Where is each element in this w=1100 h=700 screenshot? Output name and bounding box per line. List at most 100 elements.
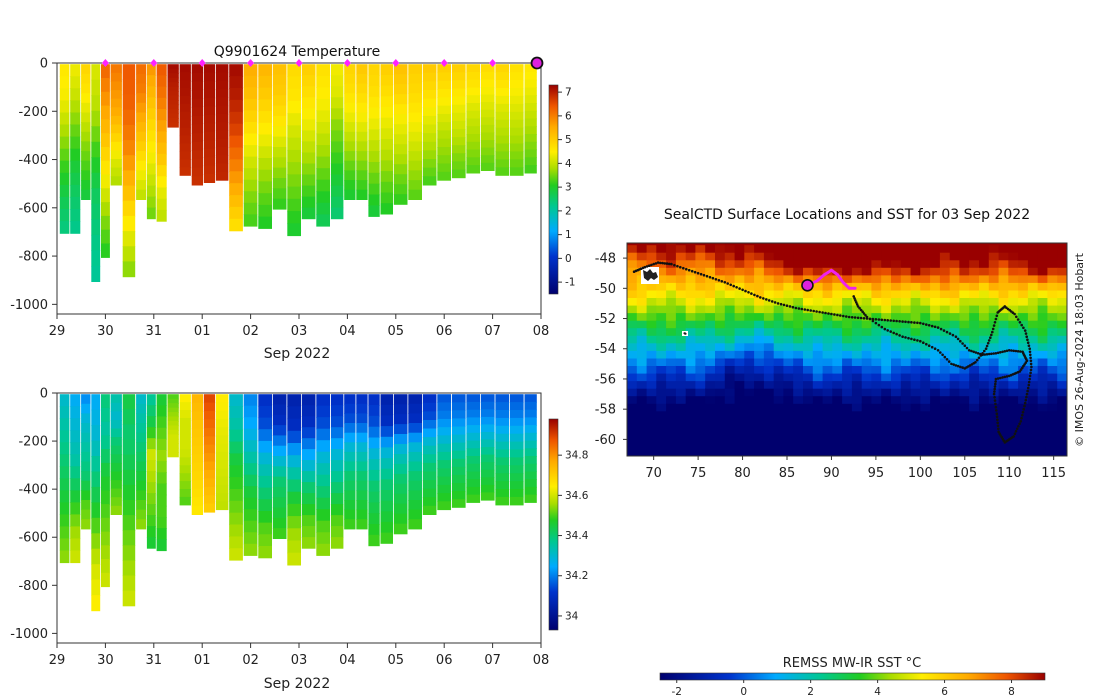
section-cell — [451, 458, 466, 468]
sst-cell — [881, 320, 892, 329]
sst-cell — [861, 440, 873, 450]
y-tick-label: -600 — [18, 201, 48, 216]
section-cell — [179, 159, 191, 168]
track-point — [656, 261, 660, 264]
sst-cell — [891, 372, 902, 382]
sst-cell — [939, 267, 951, 276]
section-cell — [368, 129, 380, 141]
section-cell — [70, 550, 81, 564]
section-cell — [451, 161, 466, 171]
section-cell — [437, 427, 451, 436]
section-cell — [91, 141, 101, 158]
sst-cell — [803, 297, 814, 306]
sst-cell — [949, 312, 961, 321]
section-cell — [91, 440, 101, 457]
section-cell — [136, 480, 147, 491]
sst-cell — [822, 350, 833, 359]
sst-cell — [685, 433, 697, 442]
sst-cell — [1008, 243, 1019, 246]
sst-cell — [832, 357, 843, 366]
sst-cell — [773, 327, 785, 336]
section-cell — [393, 424, 408, 435]
sst-cell — [891, 342, 902, 351]
sst-cell — [695, 380, 706, 389]
sst-cell — [910, 320, 921, 329]
section-cell — [91, 110, 101, 127]
sst-cell — [832, 448, 843, 456]
section-cell — [70, 490, 81, 503]
section-cell — [91, 79, 101, 96]
sst-cell — [734, 252, 745, 261]
track-point — [880, 325, 884, 329]
section-cell — [480, 102, 495, 111]
track-point — [673, 263, 676, 267]
sst-cell — [803, 425, 814, 434]
sst-cell — [754, 418, 765, 427]
section-cell — [272, 414, 287, 426]
sst-cell — [1008, 282, 1019, 291]
sst-cell — [1047, 372, 1058, 382]
track-point — [670, 262, 673, 266]
section-cell — [393, 523, 408, 535]
section-cell — [356, 480, 368, 491]
sst-cell — [754, 335, 765, 344]
section-cell — [110, 115, 122, 126]
sst-cell — [998, 433, 1009, 442]
sst-cell — [949, 282, 961, 291]
salinity-section-cells — [59, 394, 537, 612]
sst-cell — [763, 425, 775, 434]
sst-cell — [1027, 304, 1039, 314]
section-cell — [122, 79, 136, 96]
section-cell — [287, 418, 301, 432]
sst-cell — [949, 433, 961, 442]
section-cell — [330, 460, 344, 472]
sst-cell — [803, 448, 814, 456]
sst-cell — [988, 259, 1000, 268]
section-cell — [179, 167, 191, 176]
sst-cell — [891, 252, 902, 261]
section-cell — [81, 131, 91, 143]
sst-cell — [734, 388, 745, 397]
section-cell — [509, 417, 524, 427]
sst-cell — [930, 440, 941, 450]
section-cell — [495, 119, 510, 129]
sst-cell — [715, 297, 726, 306]
section-cell — [146, 394, 156, 406]
section-cell — [59, 466, 70, 479]
colorbar-tick-label: 34.8 — [565, 450, 588, 462]
section-cell — [330, 482, 344, 494]
section-cell — [156, 187, 167, 200]
sst-cell — [724, 289, 736, 298]
sst-cell — [1018, 395, 1029, 404]
sst-cell — [969, 403, 980, 412]
sst-cell — [939, 282, 951, 291]
sst-cell — [636, 380, 648, 389]
sst-cell — [1057, 282, 1067, 291]
sst-cell — [803, 357, 814, 366]
sst-cell — [1027, 380, 1039, 389]
section-cell — [243, 543, 258, 556]
section-cell — [495, 64, 510, 73]
current-location-marker — [801, 278, 814, 292]
section-cell — [243, 509, 258, 522]
track-point — [720, 280, 724, 283]
track-point — [735, 286, 738, 289]
section-cell — [287, 88, 301, 102]
sst-cell — [988, 297, 1000, 306]
sst-cell — [724, 243, 736, 246]
section-cell — [509, 143, 524, 152]
sst-cell — [627, 365, 638, 374]
track-point — [901, 335, 904, 339]
track-point — [1029, 371, 1032, 375]
sst-cell — [998, 418, 1009, 427]
sst-cell — [939, 312, 951, 321]
sst-cell — [1018, 388, 1029, 397]
sst-cell — [910, 297, 921, 306]
track-point — [647, 264, 651, 268]
sst-cell — [695, 433, 706, 442]
track-point — [959, 339, 962, 343]
section-cell — [156, 86, 167, 99]
section-cell — [191, 402, 203, 412]
section-cell — [203, 461, 216, 471]
section-cell — [272, 486, 287, 498]
